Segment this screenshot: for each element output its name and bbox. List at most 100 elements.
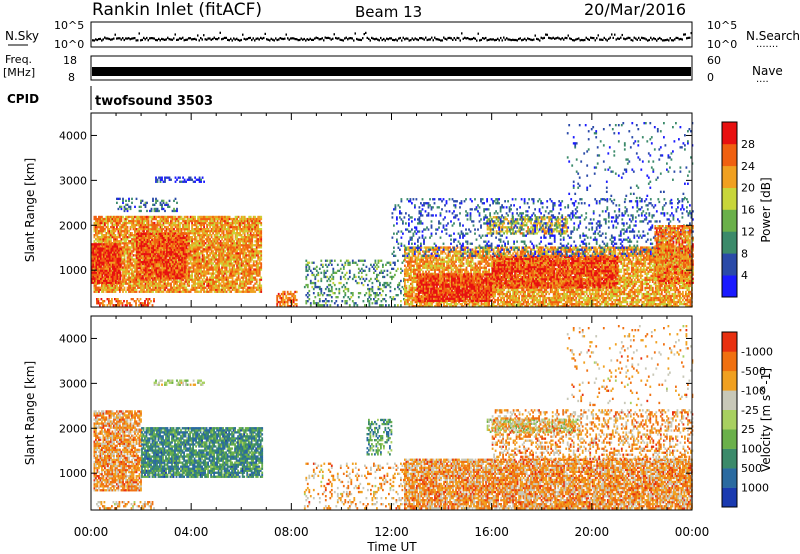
range-gate-cell [129, 290, 132, 293]
range-gate-cell [210, 252, 213, 255]
range-gate-cell [218, 284, 220, 287]
range-gate-cell [243, 242, 246, 245]
range-gate-cell [225, 232, 228, 235]
range-gate-cell [134, 228, 136, 231]
range-gate-cell [137, 284, 139, 287]
range-gate-cell [186, 217, 189, 221]
range-gate-cell [159, 225, 162, 229]
range-gate-cell [116, 286, 118, 289]
range-gate-cell [120, 282, 123, 285]
range-gate-cell [158, 215, 160, 219]
nsky-point [630, 38, 632, 42]
range-gate-cell [111, 230, 114, 233]
range-gate-cell [231, 284, 234, 287]
nsky-point [254, 39, 256, 42]
range-gate-cell [198, 252, 201, 255]
range-gate-cell [117, 236, 120, 239]
range-gate-cell [252, 244, 255, 247]
range-gate-cell [252, 268, 255, 271]
nsky-point [245, 38, 247, 41]
range-gate-cell [194, 223, 196, 227]
range-gate-cell [182, 223, 184, 227]
range-gate-cell [105, 215, 108, 219]
range-gate-cell [111, 286, 114, 289]
nsky-point [659, 36, 661, 40]
range-gate-cell [254, 272, 257, 275]
nsky-point [399, 36, 401, 40]
range-gate-cell [242, 290, 245, 293]
range-gate-cell [122, 225, 124, 229]
range-gate-cell [201, 284, 204, 287]
range-gate-cell [212, 221, 214, 225]
range-gate-cell [122, 238, 124, 241]
range-gate-cell [132, 282, 135, 285]
nsky-point [644, 37, 646, 40]
range-gate-cell [201, 217, 204, 221]
range-gate-cell [191, 266, 193, 269]
range-gate-cell [120, 262, 123, 265]
range-gate-cell [215, 282, 217, 285]
range-gate-cell [230, 282, 232, 285]
range-gate-cell [243, 221, 246, 225]
range-gate-cell [224, 258, 226, 261]
range-gate-cell [165, 225, 168, 229]
range-gate-cell [122, 270, 124, 273]
range-gate-cell [213, 244, 216, 247]
range-gate-cell [213, 225, 216, 229]
range-gate-cell [221, 232, 223, 235]
range-gate-cell [227, 262, 229, 265]
range-gate-cell [185, 223, 187, 227]
range-gate-cell [128, 221, 130, 225]
range-gate-cell [179, 275, 182, 278]
range-gate-cell [155, 290, 157, 293]
range-gate-cell [146, 215, 148, 219]
range-gate-cell [252, 270, 255, 273]
range-gate-cell [119, 265, 122, 268]
range-gate-cell [216, 248, 219, 251]
range-gate-cell [123, 240, 126, 243]
range-gate-cell [135, 217, 138, 221]
range-gate-cell [218, 230, 220, 233]
range-gate-cell [168, 223, 171, 227]
range-gate-cell [131, 288, 133, 291]
range-gate-cell [104, 236, 106, 239]
range-gate-cell [132, 270, 135, 273]
range-gate-cell [173, 288, 175, 291]
range-gate-cell [216, 225, 219, 229]
range-gate-cell [140, 290, 142, 293]
nsky-point [569, 37, 571, 40]
range-gate-cell [201, 219, 204, 223]
range-gate-cell [198, 280, 201, 283]
nsky-point [675, 36, 677, 39]
range-gate-cell [143, 221, 145, 225]
range-gate-cell [113, 234, 115, 237]
range-gate-cell [240, 217, 243, 221]
range-gate-cell [120, 219, 123, 223]
range-gate-cell [119, 257, 122, 260]
range-gate-cell [260, 268, 263, 271]
range-gate-cell [240, 238, 243, 241]
range-gate-cell [233, 284, 235, 287]
range-gate-cell [93, 286, 96, 289]
range-gate-cell [131, 280, 133, 283]
range-gate-cell [148, 248, 150, 252]
range-gate-cell [143, 286, 145, 289]
nsearch-tick-bottom: 10^0 [707, 38, 737, 51]
range-gate-cell [201, 238, 204, 241]
range-gate-cell [236, 242, 238, 245]
nsky-point [342, 39, 344, 42]
range-gate-cell [156, 278, 159, 281]
range-gate-cell [222, 217, 225, 221]
range-gate-cell [119, 221, 121, 225]
range-gate-cell [225, 221, 228, 225]
range-gate-cell [239, 280, 241, 283]
nsky-point [557, 36, 559, 39]
range-gate-cell [239, 268, 241, 271]
range-gate-cell [239, 228, 241, 231]
range-gate-cell [227, 236, 229, 239]
range-gate-cell [158, 264, 160, 267]
range-gate-cell [117, 219, 120, 223]
range-gate-cell [107, 236, 109, 239]
range-gate-cell [251, 244, 254, 247]
nsky-point [173, 37, 175, 40]
